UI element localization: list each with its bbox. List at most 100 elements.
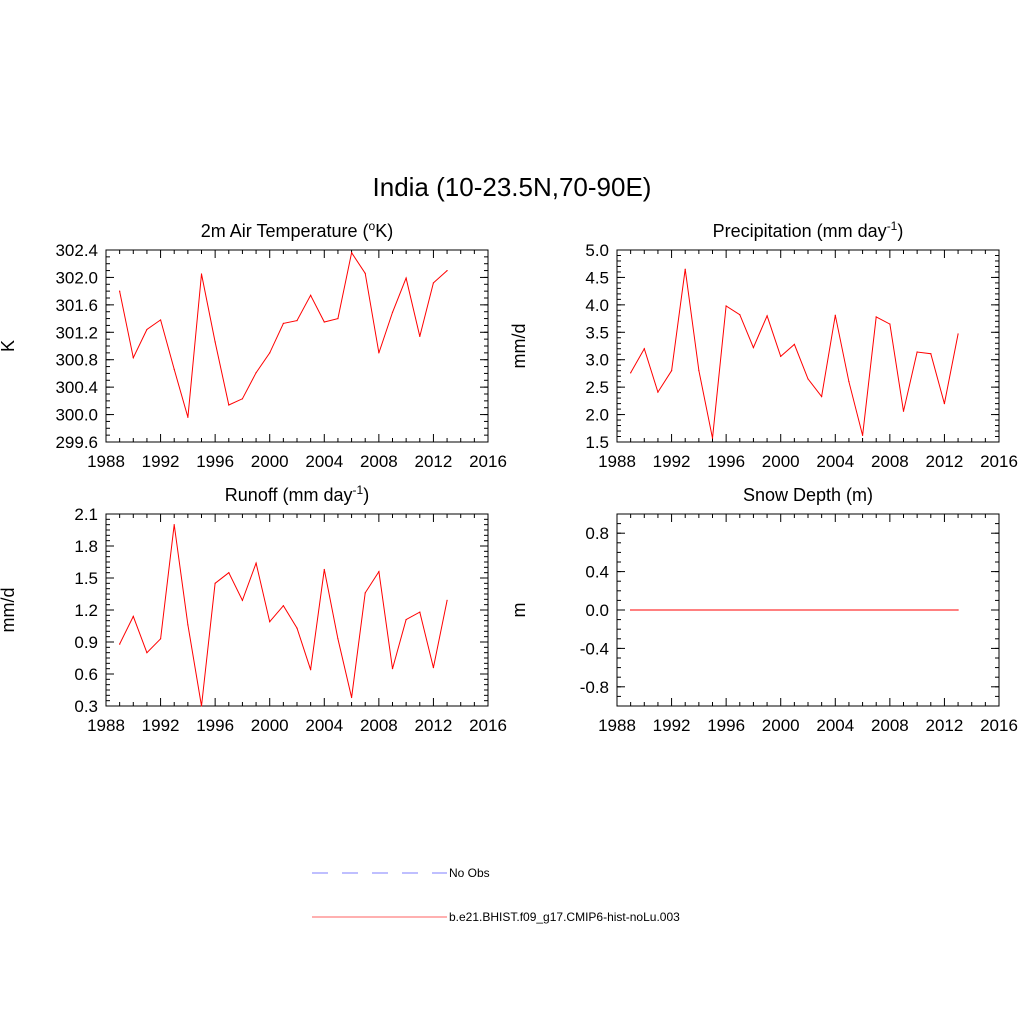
x-tick-label: 1992 [653, 716, 691, 735]
y-axis-label: K [0, 340, 18, 352]
series-point [766, 315, 768, 317]
series-point [916, 351, 918, 353]
x-tick-label: 2008 [360, 452, 398, 471]
series-point [132, 615, 134, 618]
series-point [173, 524, 175, 526]
x-tick-label: 1988 [87, 716, 125, 735]
x-tick-label: 2000 [762, 452, 800, 471]
x-tick-label: 2004 [305, 716, 343, 735]
y-tick-label: 299.6 [55, 433, 98, 452]
x-tick-label: 1992 [142, 452, 180, 471]
y-tick-label: 4.5 [585, 268, 609, 287]
y-tick-label: -0.8 [580, 678, 609, 697]
series-point [807, 378, 809, 380]
runoff-panel: Runoff (mm day-1) mm/d 1988 1992 1996 2000 200… [0, 483, 507, 735]
series-point [848, 381, 850, 383]
y-tick-label: 2.0 [585, 406, 609, 425]
series-point [296, 320, 298, 322]
series-point [269, 621, 271, 623]
x-tick-label: 1988 [598, 452, 636, 471]
series-point [323, 568, 325, 571]
series-point [957, 333, 959, 335]
series-point [255, 562, 257, 564]
plot-frame [105, 513, 489, 707]
y-tick-label: 0.3 [74, 697, 98, 716]
series-point [419, 611, 421, 613]
x-tick-label: 1996 [707, 716, 745, 735]
series-point [793, 343, 795, 345]
plot-frame [616, 249, 1000, 443]
y-tick-label: 3.5 [585, 323, 609, 342]
y-tick-label: 1.2 [74, 601, 98, 620]
series-point [200, 273, 203, 275]
y-tick-label: 0.6 [74, 665, 98, 684]
series-point [187, 416, 189, 418]
panel-title: 2m Air Temperature (oK) [201, 219, 393, 241]
series-point [378, 352, 380, 354]
series-point [630, 372, 632, 374]
series-point [821, 395, 823, 398]
series-point [711, 437, 714, 439]
x-tick-label: 2016 [980, 452, 1018, 471]
x-tick-label: 2004 [816, 452, 854, 471]
series-point [228, 404, 230, 406]
y-tick-label: -0.4 [580, 639, 609, 658]
y-axis-label: mm/d [509, 324, 529, 369]
x-tick-label: 1988 [598, 716, 636, 735]
y-tick-label: 2.5 [585, 378, 609, 397]
series-point [643, 348, 645, 350]
y-tick-label: 4.0 [585, 296, 609, 315]
series-point [337, 638, 339, 640]
series-point [419, 335, 421, 337]
x-tick-label: 1996 [196, 452, 234, 471]
y-tick-label: 301.2 [55, 323, 98, 342]
series-point [364, 272, 366, 274]
figure-title: India (10-23.5N,70-90E) [373, 172, 652, 202]
series-point [405, 619, 407, 621]
x-tick-label: 2004 [816, 716, 854, 735]
series-point [902, 410, 905, 412]
legend: No Obs b.e21.BHIST.f09_g17.CMIP6-hist-no… [312, 866, 680, 924]
x-tick-label: 1996 [196, 716, 234, 735]
series-point [173, 368, 175, 370]
series-point [146, 652, 148, 654]
y-tick-label: 0.9 [74, 633, 98, 652]
series-line [119, 524, 448, 707]
panel-title: Precipitation (mm day-1) [713, 219, 904, 241]
y-tick-label: 302.4 [55, 241, 98, 260]
x-tick-label: 2012 [415, 716, 453, 735]
series-point [739, 314, 741, 316]
series-point [269, 352, 271, 354]
series-point [228, 572, 230, 574]
series-point [241, 398, 244, 400]
series-point [119, 290, 121, 292]
series-point [241, 599, 244, 602]
legend-label-no-obs: No Obs [449, 866, 490, 880]
y-axis-label: mm/d [0, 588, 18, 633]
series-point [657, 391, 659, 393]
series-point [780, 355, 782, 358]
series-point [752, 347, 755, 349]
x-tick-label: 2008 [871, 452, 909, 471]
x-tick-label: 2000 [251, 452, 289, 471]
series-line [630, 269, 959, 439]
series-point [132, 357, 134, 359]
plot-frame [105, 249, 489, 443]
series-point [159, 638, 162, 640]
series-point [684, 268, 686, 270]
series-point [943, 403, 946, 405]
series-point [405, 277, 407, 279]
series-point [391, 668, 394, 670]
series-point [630, 609, 632, 611]
series-point [119, 643, 121, 645]
y-tick-label: 2.1 [74, 505, 98, 524]
series-point [146, 328, 148, 331]
series-point [391, 311, 394, 313]
series-point [889, 323, 891, 325]
y-tick-label: 301.6 [55, 296, 98, 315]
series-point [323, 321, 325, 323]
precipitation-panel: Precipitation (mm day-1) mm/d 1988 1992 1996… [509, 219, 1018, 471]
series-point [432, 282, 435, 284]
series-line [119, 251, 448, 418]
